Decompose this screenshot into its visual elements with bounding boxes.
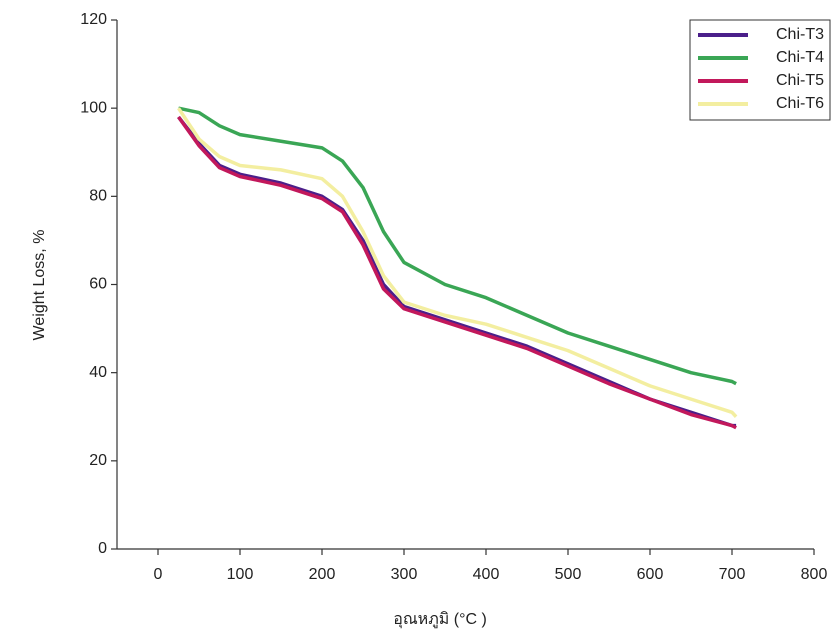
series-line (177, 115, 737, 428)
y-tick-label: 120 (80, 11, 107, 28)
x-tick-label: 100 (227, 566, 254, 583)
y-tick-label: 40 (89, 364, 107, 381)
legend-label: Chi-T5 (776, 72, 824, 89)
series-line (177, 107, 738, 418)
legend-label: Chi-T6 (776, 95, 824, 112)
y-tick-label: 80 (89, 188, 107, 205)
x-tick-label: 200 (309, 566, 336, 583)
x-tick-label: 600 (637, 566, 664, 583)
y-tick-label: 20 (89, 452, 107, 469)
x-tick-label: 500 (555, 566, 582, 583)
y-tick-label: 60 (89, 276, 107, 293)
x-tick-label: 400 (473, 566, 500, 583)
legend-label: Chi-T3 (776, 26, 824, 43)
x-tick-label: 0 (154, 566, 163, 583)
x-tick-label: 700 (719, 566, 746, 583)
series-line (177, 115, 737, 430)
y-tick-label: 0 (98, 540, 107, 557)
y-tick-label: 100 (80, 99, 107, 116)
x-tick-label: 300 (391, 566, 418, 583)
y-axis-label: Weight Loss, % (31, 230, 48, 341)
x-axis-label: อุณหภูมิ (°C ) (393, 611, 487, 629)
series-line (178, 106, 737, 386)
x-tick-label: 800 (801, 566, 828, 583)
legend-label: Chi-T4 (776, 49, 824, 66)
